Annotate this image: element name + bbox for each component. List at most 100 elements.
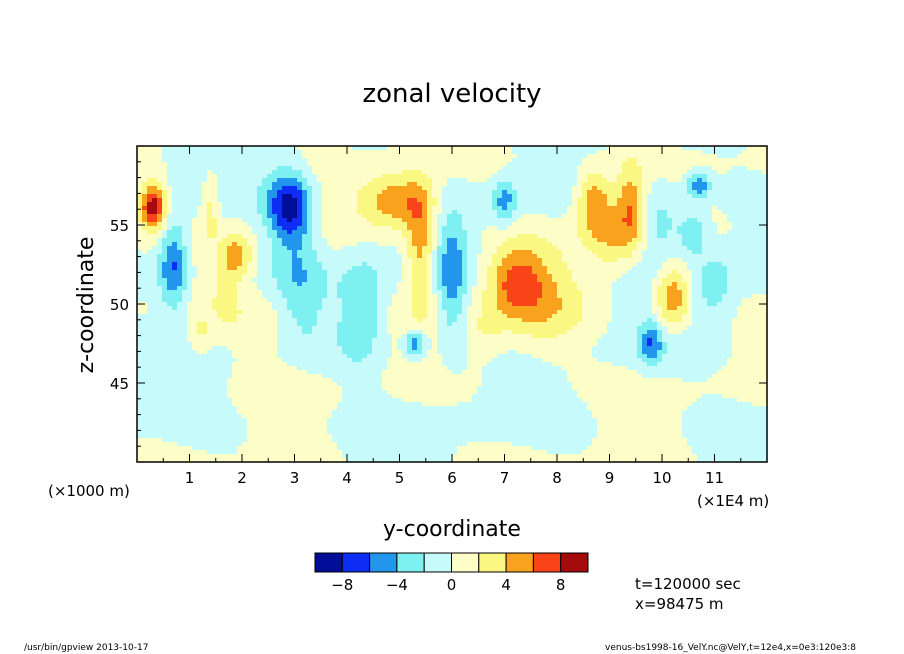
heatmap-cell (247, 178, 253, 183)
heatmap-cell (507, 258, 513, 263)
heatmap-cell (217, 294, 223, 299)
heatmap-cell (262, 258, 268, 263)
heatmap-cell (177, 150, 183, 155)
heatmap-cell (332, 186, 338, 191)
heatmap-cell (312, 226, 318, 231)
heatmap-cell (457, 258, 463, 263)
heatmap-cell (602, 238, 608, 243)
heatmap-cell (167, 154, 173, 159)
heatmap-cell (722, 250, 728, 255)
heatmap-cell (552, 214, 558, 219)
heatmap-cell (302, 274, 308, 279)
heatmap-cell (222, 214, 228, 219)
heatmap-cell (417, 162, 423, 167)
heatmap-cell (667, 286, 673, 291)
heatmap-cell (277, 214, 283, 219)
heatmap-cell (372, 258, 378, 263)
heatmap-cell (252, 274, 258, 279)
heatmap-cell (732, 282, 738, 287)
heatmap-cell (632, 198, 638, 203)
heatmap-cell (637, 218, 643, 223)
heatmap-cell (722, 170, 728, 175)
heatmap-cell (362, 166, 368, 171)
heatmap-cell (222, 194, 228, 199)
heatmap-cell (292, 154, 298, 159)
heatmap-cell (452, 226, 458, 231)
heatmap-cell (432, 154, 438, 159)
heatmap-cell (207, 146, 213, 151)
heatmap-cell (252, 238, 258, 243)
heatmap-cell (197, 222, 203, 227)
heatmap-cell (192, 170, 198, 175)
heatmap-cell (757, 286, 763, 291)
heatmap-cell (617, 242, 623, 247)
heatmap-cell (377, 238, 383, 243)
heatmap-cell (407, 174, 413, 179)
heatmap-cell (327, 206, 333, 211)
heatmap-cell (327, 234, 333, 239)
heatmap-cell (582, 266, 588, 271)
heatmap-cell (472, 222, 478, 227)
heatmap-cell (487, 202, 493, 207)
heatmap-cell (702, 206, 708, 211)
heatmap-cell (342, 298, 348, 303)
heatmap-cell (627, 250, 633, 255)
heatmap-cell (407, 198, 413, 203)
heatmap-cell (752, 190, 758, 195)
heatmap-cell (627, 242, 633, 247)
heatmap-cell (697, 258, 703, 263)
heatmap-cell (232, 278, 238, 283)
heatmap-cell (417, 266, 423, 271)
heatmap-cell (412, 210, 418, 215)
heatmap-cell (162, 166, 168, 171)
heatmap-cell (167, 234, 173, 239)
heatmap-cell (607, 238, 613, 243)
heatmap-cell (607, 282, 613, 287)
heatmap-cell (597, 190, 603, 195)
heatmap-cell (407, 298, 413, 303)
heatmap-cell (347, 242, 353, 247)
heatmap-cell (312, 166, 318, 171)
heatmap-cell (317, 274, 323, 279)
heatmap-cell (727, 282, 733, 287)
heatmap-cell (602, 262, 608, 267)
heatmap-cell (412, 234, 418, 239)
heatmap-cell (242, 294, 248, 299)
heatmap-cell (222, 250, 228, 255)
heatmap-cell (177, 218, 183, 223)
heatmap-cell (192, 242, 198, 247)
heatmap-cell (527, 170, 533, 175)
heatmap-cell (682, 294, 688, 299)
heatmap-cell (337, 166, 343, 171)
heatmap-cell (277, 226, 283, 231)
heatmap-cell (322, 222, 328, 227)
heatmap-cell (507, 238, 513, 243)
heatmap-cell (617, 246, 623, 251)
heatmap-cell (752, 270, 758, 275)
heatmap-cell (417, 302, 423, 307)
heatmap-cell (512, 182, 518, 187)
heatmap-cell (452, 146, 458, 151)
heatmap-cell (417, 254, 423, 259)
heatmap-cell (177, 166, 183, 171)
heatmap-cell (147, 206, 153, 211)
heatmap-cell (177, 298, 183, 303)
heatmap-cell (717, 174, 723, 179)
heatmap-cell (337, 290, 343, 295)
heatmap-cell (272, 270, 278, 275)
heatmap-cell (347, 258, 353, 263)
heatmap-cell (572, 190, 578, 195)
heatmap-cell (367, 166, 373, 171)
heatmap-cell (262, 182, 268, 187)
heatmap-cell (172, 206, 178, 211)
heatmap-cell (707, 242, 713, 247)
heatmap-cell (717, 298, 723, 303)
heatmap-cell (512, 266, 518, 271)
heatmap-cell (532, 258, 538, 263)
heatmap-cell (367, 170, 373, 175)
heatmap-cell (272, 286, 278, 291)
heatmap-cell (727, 226, 733, 231)
heatmap-cell (407, 190, 413, 195)
heatmap-cell (407, 250, 413, 255)
heatmap-cell (392, 146, 398, 151)
